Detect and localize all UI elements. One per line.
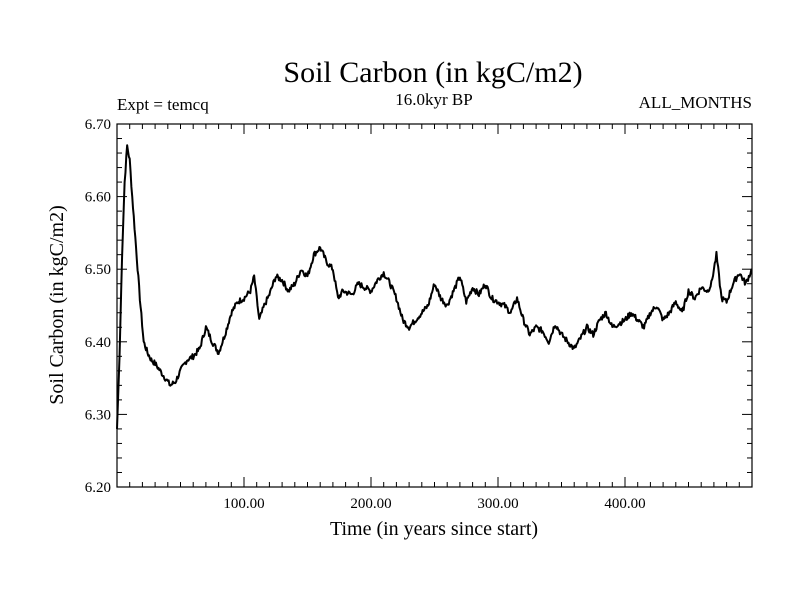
- y-tick-label: 6.40: [85, 335, 111, 351]
- plot-frame: [116, 123, 753, 488]
- y-tick-label: 6.60: [85, 190, 111, 206]
- y-tick-label: 6.20: [85, 480, 111, 496]
- y-axis-ticks: [117, 138, 752, 473]
- x-axis-label: Time (in years since start): [330, 518, 538, 540]
- x-tick-label: 400.00: [604, 496, 645, 512]
- y-tick-label: 6.30: [85, 407, 111, 423]
- y-axis-tick-labels: 6.20 6.30 6.40 6.50 6.60 6.70: [85, 117, 111, 496]
- period-label: 16.0kyr BP: [395, 90, 472, 109]
- soil-carbon-series-line: [116, 144, 753, 429]
- chart-title: Soil Carbon (in kgC/m2): [283, 56, 582, 89]
- months-label: ALL_MONTHS: [639, 93, 752, 112]
- y-tick-label: 6.70: [85, 117, 111, 133]
- x-tick-label: 300.00: [477, 496, 518, 512]
- x-tick-label: 100.00: [223, 496, 264, 512]
- y-tick-label: 6.50: [85, 262, 111, 278]
- x-axis-tick-labels: 100.00 200.00 300.00 400.00: [223, 496, 645, 512]
- y-axis-label: Soil Carbon (in kgC/m2): [46, 205, 68, 404]
- x-axis-ticks: [129, 124, 740, 487]
- x-tick-label: 200.00: [350, 496, 391, 512]
- experiment-label: Expt = temcq: [117, 95, 209, 114]
